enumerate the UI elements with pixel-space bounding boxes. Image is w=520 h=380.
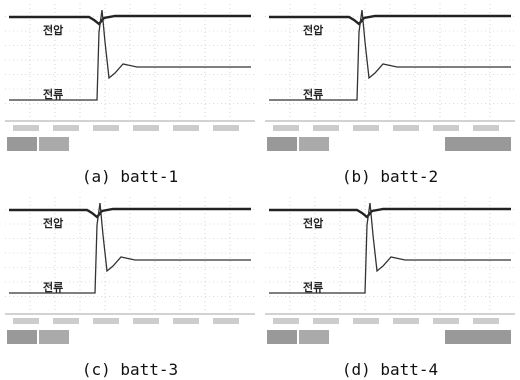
current-label: 전류 xyxy=(303,280,323,294)
status-block xyxy=(39,330,69,344)
status-field xyxy=(473,125,499,131)
status-field xyxy=(173,125,199,131)
current-label: 전류 xyxy=(43,87,63,101)
status-field xyxy=(433,125,459,131)
current-label: 전류 xyxy=(43,280,63,294)
voltage-label: 전압 xyxy=(43,23,63,37)
status-field xyxy=(353,318,379,324)
status-block xyxy=(7,330,37,344)
voltage-label: 전압 xyxy=(43,216,63,230)
caption: (a) batt-1 xyxy=(82,167,178,186)
caption: (b) batt-2 xyxy=(342,167,438,186)
status-field xyxy=(273,125,299,131)
status-field xyxy=(433,318,459,324)
status-block xyxy=(445,137,511,151)
status-field xyxy=(93,125,119,131)
status-field xyxy=(213,318,239,324)
status-field xyxy=(313,318,339,324)
figure: 전압전류(a) batt-1전압전류(b) batt-2전압전류(c) batt… xyxy=(0,0,520,380)
status-field xyxy=(53,318,79,324)
status-field xyxy=(313,125,339,131)
status-field xyxy=(213,125,239,131)
status-field xyxy=(93,318,119,324)
status-field xyxy=(273,318,299,324)
status-field xyxy=(53,125,79,131)
status-block xyxy=(267,137,297,151)
status-field xyxy=(353,125,379,131)
status-block xyxy=(267,330,297,344)
status-block xyxy=(39,137,69,151)
status-field xyxy=(173,318,199,324)
current-label: 전류 xyxy=(303,87,323,101)
status-block xyxy=(445,330,511,344)
status-field xyxy=(13,125,39,131)
caption: (c) batt-3 xyxy=(82,360,178,379)
status-block xyxy=(7,137,37,151)
status-block xyxy=(299,330,329,344)
voltage-label: 전압 xyxy=(303,23,323,37)
voltage-label: 전압 xyxy=(303,216,323,230)
status-field xyxy=(133,125,159,131)
caption: (d) batt-4 xyxy=(342,360,438,379)
status-block xyxy=(299,137,329,151)
status-field xyxy=(473,318,499,324)
status-field xyxy=(393,125,419,131)
status-field xyxy=(13,318,39,324)
status-field xyxy=(393,318,419,324)
status-field xyxy=(133,318,159,324)
